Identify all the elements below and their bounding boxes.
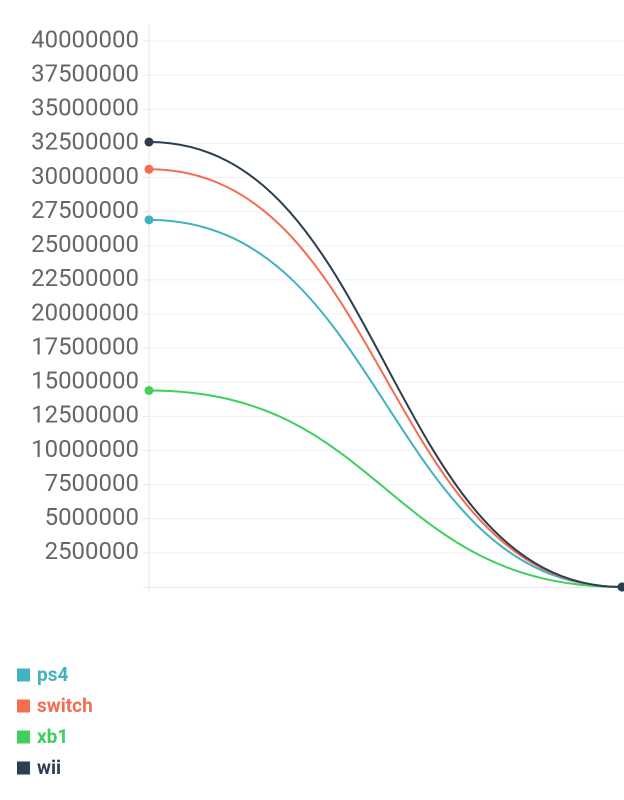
y-tick-label: 37500000 xyxy=(31,59,139,87)
y-tick-label: 12500000 xyxy=(31,401,139,429)
y-tick-label: 25000000 xyxy=(31,230,139,258)
data-point xyxy=(144,385,154,395)
y-tick-label: 35000000 xyxy=(31,94,139,122)
legend-swatch xyxy=(17,668,30,682)
legend-label: switch xyxy=(37,694,93,717)
series-line xyxy=(148,218,623,588)
series-line xyxy=(148,168,623,588)
y-tick-label: 5000000 xyxy=(45,503,139,531)
legend-swatch xyxy=(17,730,30,744)
y-tick-label: 20000000 xyxy=(31,298,139,326)
series-line xyxy=(148,141,623,588)
legend-label: ps4 xyxy=(37,663,68,686)
y-tick-label: 10000000 xyxy=(31,435,139,463)
data-point xyxy=(144,215,154,225)
y-tick-label: 17500000 xyxy=(31,332,139,360)
y-tick-label: 22500000 xyxy=(31,264,139,292)
y-tick-label: 32500000 xyxy=(31,128,139,156)
data-point xyxy=(144,137,154,147)
y-tick-label: 40000000 xyxy=(31,25,139,53)
data-point xyxy=(617,582,624,592)
y-tick-label: 30000000 xyxy=(31,162,139,190)
legend-label: wii xyxy=(37,756,61,779)
y-tick-label: 2500000 xyxy=(45,537,139,565)
series-line xyxy=(148,389,623,588)
y-tick-label: 15000000 xyxy=(31,367,139,395)
legend-label: xb1 xyxy=(37,725,68,748)
data-point xyxy=(144,164,154,174)
legend-swatch xyxy=(17,699,30,713)
legend-swatch xyxy=(17,761,30,775)
y-tick-label: 27500000 xyxy=(31,196,139,224)
y-tick-label: 7500000 xyxy=(45,469,139,497)
